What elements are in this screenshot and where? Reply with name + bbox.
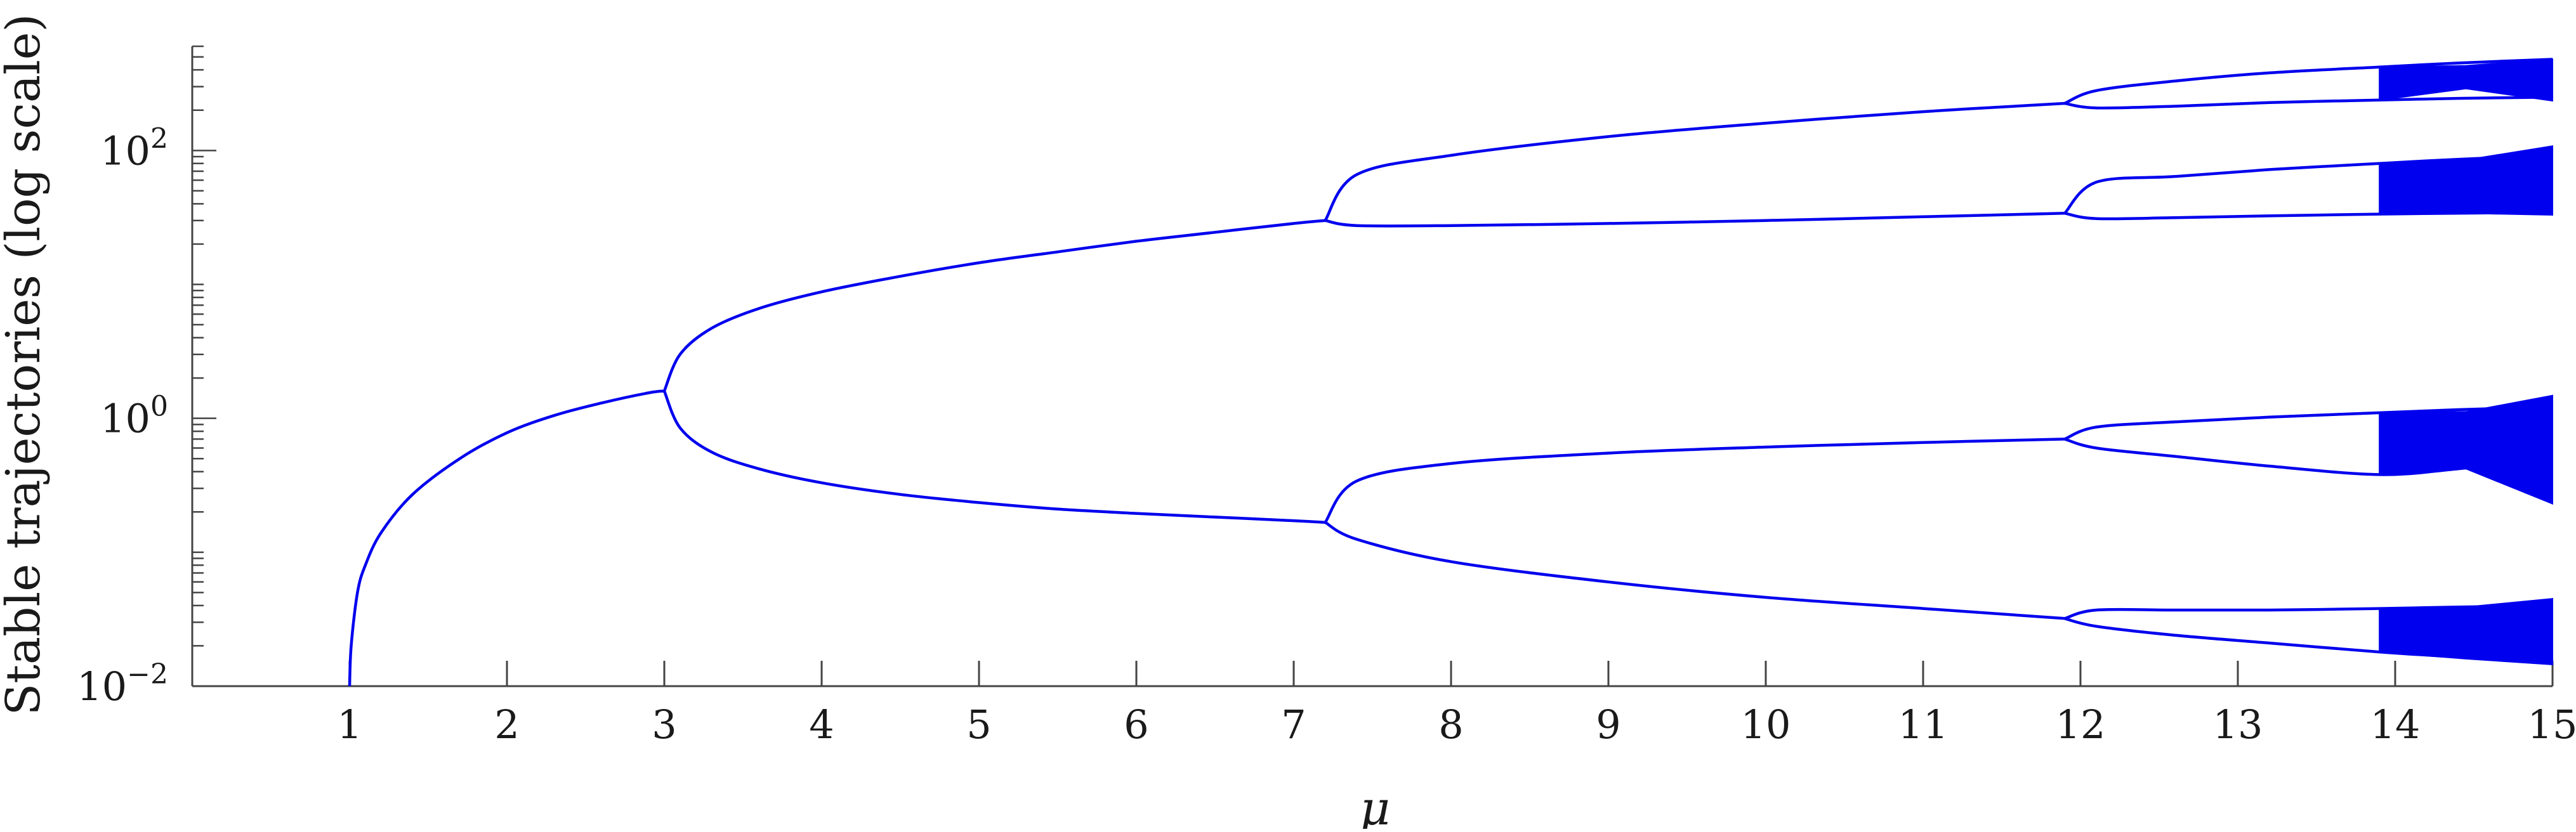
x-tick-label: 14	[2370, 701, 2421, 748]
x-tick-label: 10	[1741, 701, 1791, 748]
branch-line	[662, 219, 1325, 392]
x-tick-label: 5	[966, 701, 991, 748]
x-tick-label: 3	[652, 701, 676, 748]
x-tick-label: 13	[2213, 701, 2263, 748]
x-tick-label: 11	[1898, 701, 1948, 748]
branch-line	[2064, 211, 2553, 221]
x-tick-label: 4	[809, 701, 834, 748]
x-tick-label: 2	[494, 701, 519, 748]
chaotic-bands	[2379, 58, 2553, 665]
branch-line	[2064, 405, 2553, 441]
branch-line	[1324, 438, 2065, 524]
y-tick-label: 100	[100, 391, 168, 442]
y-tick-label: 102	[100, 122, 168, 174]
x-tick-label: 9	[1596, 701, 1620, 748]
branch-line	[2064, 58, 2553, 105]
branch-line	[2064, 438, 2553, 476]
branch-line	[1324, 521, 2065, 620]
x-tick-label: 8	[1438, 701, 1463, 748]
branch-line	[2064, 96, 2553, 110]
x-tick-label: 6	[1124, 701, 1148, 748]
branch-line	[2064, 604, 2553, 620]
branch-line	[2063, 153, 2553, 214]
x-tick-label: 12	[2056, 701, 2106, 748]
bifurcation-branches	[348, 58, 2553, 687]
branch-line	[1325, 212, 2065, 228]
axes	[191, 45, 2554, 687]
x-tick-label: 7	[1281, 701, 1306, 748]
x-tick-label: 15	[2528, 701, 2576, 748]
branch-line	[2064, 617, 2553, 665]
x-axis-title: μ	[1360, 781, 1390, 829]
x-tick-label: 1	[337, 701, 362, 748]
y-axis-title: Stable trajectories (log scale)	[0, 14, 51, 716]
branch-line	[348, 389, 665, 687]
y-tick-label: 10−2	[77, 658, 168, 710]
branch-line	[662, 390, 1325, 524]
branch-line	[1324, 101, 2065, 221]
